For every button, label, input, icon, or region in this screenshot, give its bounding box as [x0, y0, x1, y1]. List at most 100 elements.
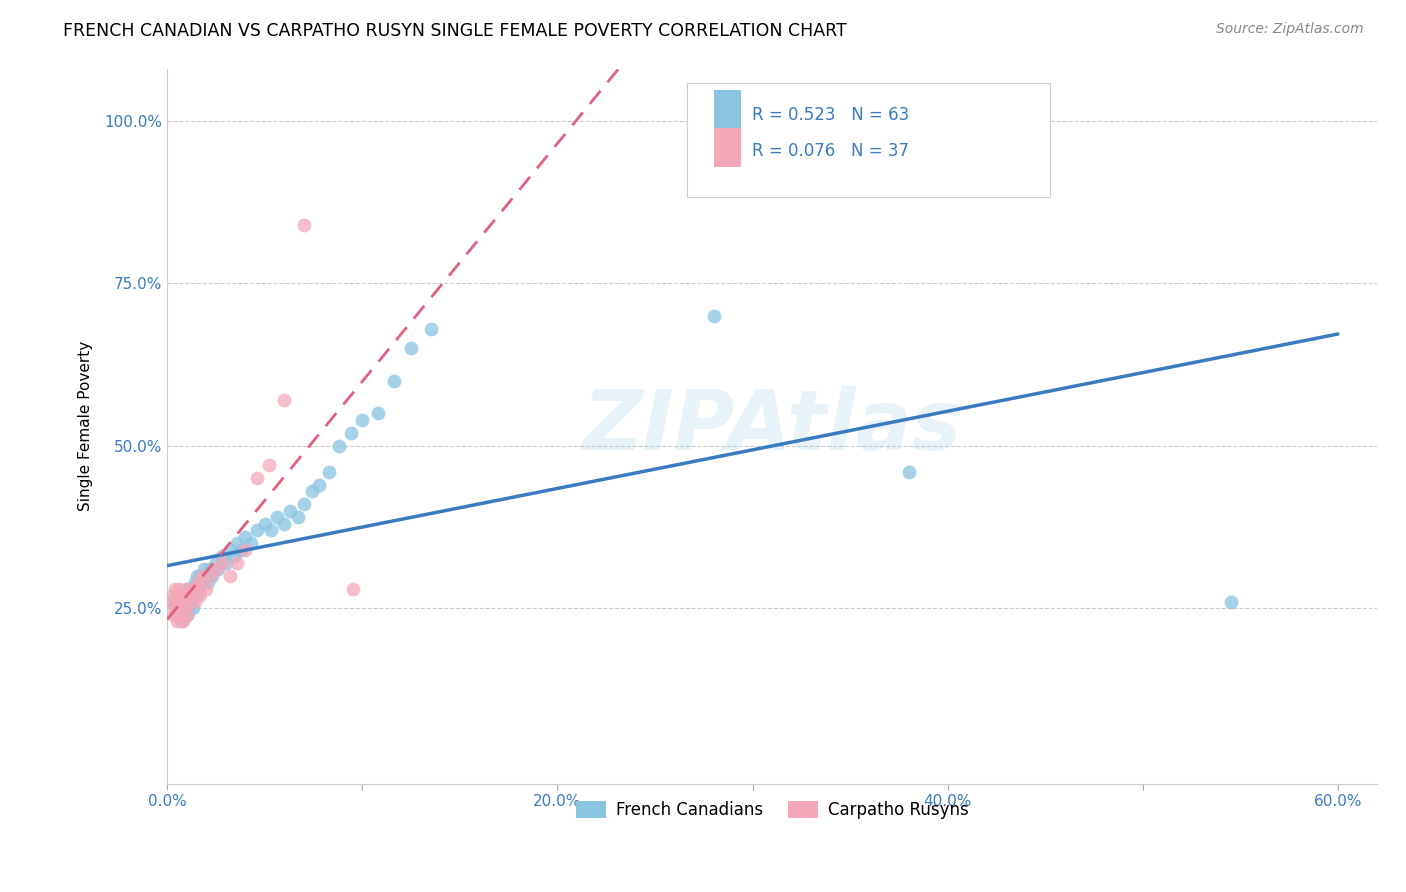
Point — [170, 607, 193, 622]
Point — [166, 595, 188, 609]
Point — [318, 465, 340, 479]
Point — [339, 425, 361, 440]
Point — [173, 588, 195, 602]
Point — [162, 588, 184, 602]
Text: Source: ZipAtlas.com: Source: ZipAtlas.com — [1216, 22, 1364, 37]
Point — [703, 309, 725, 323]
Point — [195, 582, 218, 596]
Point — [308, 477, 330, 491]
Point — [211, 556, 233, 570]
Point — [195, 568, 218, 582]
Point — [253, 516, 276, 531]
Point — [186, 568, 208, 582]
Point — [205, 556, 228, 570]
Point — [180, 582, 202, 596]
Point — [399, 341, 422, 355]
Point — [166, 588, 188, 602]
Point — [176, 607, 198, 622]
Point — [292, 497, 315, 511]
Point — [292, 218, 315, 232]
Point — [180, 588, 202, 602]
Point — [301, 484, 323, 499]
Point — [226, 536, 249, 550]
Point — [257, 458, 280, 472]
Point — [176, 582, 198, 596]
Point — [287, 510, 309, 524]
Legend: French Canadians, Carpatho Rusyns: French Canadians, Carpatho Rusyns — [569, 794, 976, 825]
Point — [190, 568, 212, 582]
Point — [342, 582, 364, 596]
Point — [176, 582, 198, 596]
Point — [218, 542, 240, 557]
Point — [266, 510, 288, 524]
Point — [167, 595, 190, 609]
Point — [897, 465, 920, 479]
Point — [176, 607, 198, 622]
Point — [166, 607, 188, 622]
Point — [382, 374, 405, 388]
Point — [246, 523, 269, 537]
Point — [167, 601, 190, 615]
Point — [162, 595, 184, 609]
Point — [180, 595, 202, 609]
Point — [226, 556, 249, 570]
Point — [278, 503, 301, 517]
Point — [186, 588, 208, 602]
FancyBboxPatch shape — [688, 83, 1050, 197]
Point — [163, 601, 186, 615]
Point — [177, 588, 200, 602]
Point — [166, 614, 188, 628]
Point — [273, 393, 295, 408]
Point — [419, 321, 441, 335]
Point — [187, 582, 209, 596]
Point — [193, 562, 215, 576]
Point — [328, 439, 350, 453]
Point — [207, 562, 229, 576]
Point — [160, 595, 183, 609]
Point — [177, 595, 200, 609]
Point — [181, 588, 204, 602]
Point — [218, 568, 240, 582]
Point — [191, 568, 214, 582]
Point — [259, 523, 281, 537]
Point — [181, 582, 204, 596]
Point — [172, 614, 194, 628]
Point — [177, 601, 200, 615]
Point — [215, 556, 238, 570]
Point — [240, 536, 263, 550]
Text: ZIPAtlas: ZIPAtlas — [582, 385, 962, 467]
Y-axis label: Single Female Poverty: Single Female Poverty — [79, 341, 93, 511]
Point — [190, 588, 212, 602]
Point — [187, 575, 209, 590]
Point — [163, 582, 186, 596]
Point — [211, 549, 233, 564]
Text: FRENCH CANADIAN VS CARPATHO RUSYN SINGLE FEMALE POVERTY CORRELATION CHART: FRENCH CANADIAN VS CARPATHO RUSYN SINGLE… — [63, 22, 846, 40]
Point — [201, 568, 224, 582]
Point — [173, 601, 195, 615]
Point — [162, 607, 184, 622]
Point — [352, 412, 374, 426]
Text: R = 0.076   N = 37: R = 0.076 N = 37 — [752, 142, 908, 161]
Point — [222, 549, 245, 564]
Point — [1219, 595, 1241, 609]
Point — [173, 588, 195, 602]
Point — [170, 595, 193, 609]
Point — [170, 588, 193, 602]
Point — [173, 601, 195, 615]
Point — [198, 562, 221, 576]
Point — [176, 595, 198, 609]
Point — [205, 562, 228, 576]
Point — [198, 568, 221, 582]
Point — [231, 542, 253, 557]
Point — [197, 575, 219, 590]
Point — [183, 595, 205, 609]
Point — [163, 601, 186, 615]
Point — [186, 582, 208, 596]
Point — [273, 516, 295, 531]
Point — [191, 575, 214, 590]
Point — [246, 471, 269, 485]
Point — [181, 601, 204, 615]
Point — [172, 588, 194, 602]
Point — [367, 406, 389, 420]
Point — [170, 614, 193, 628]
